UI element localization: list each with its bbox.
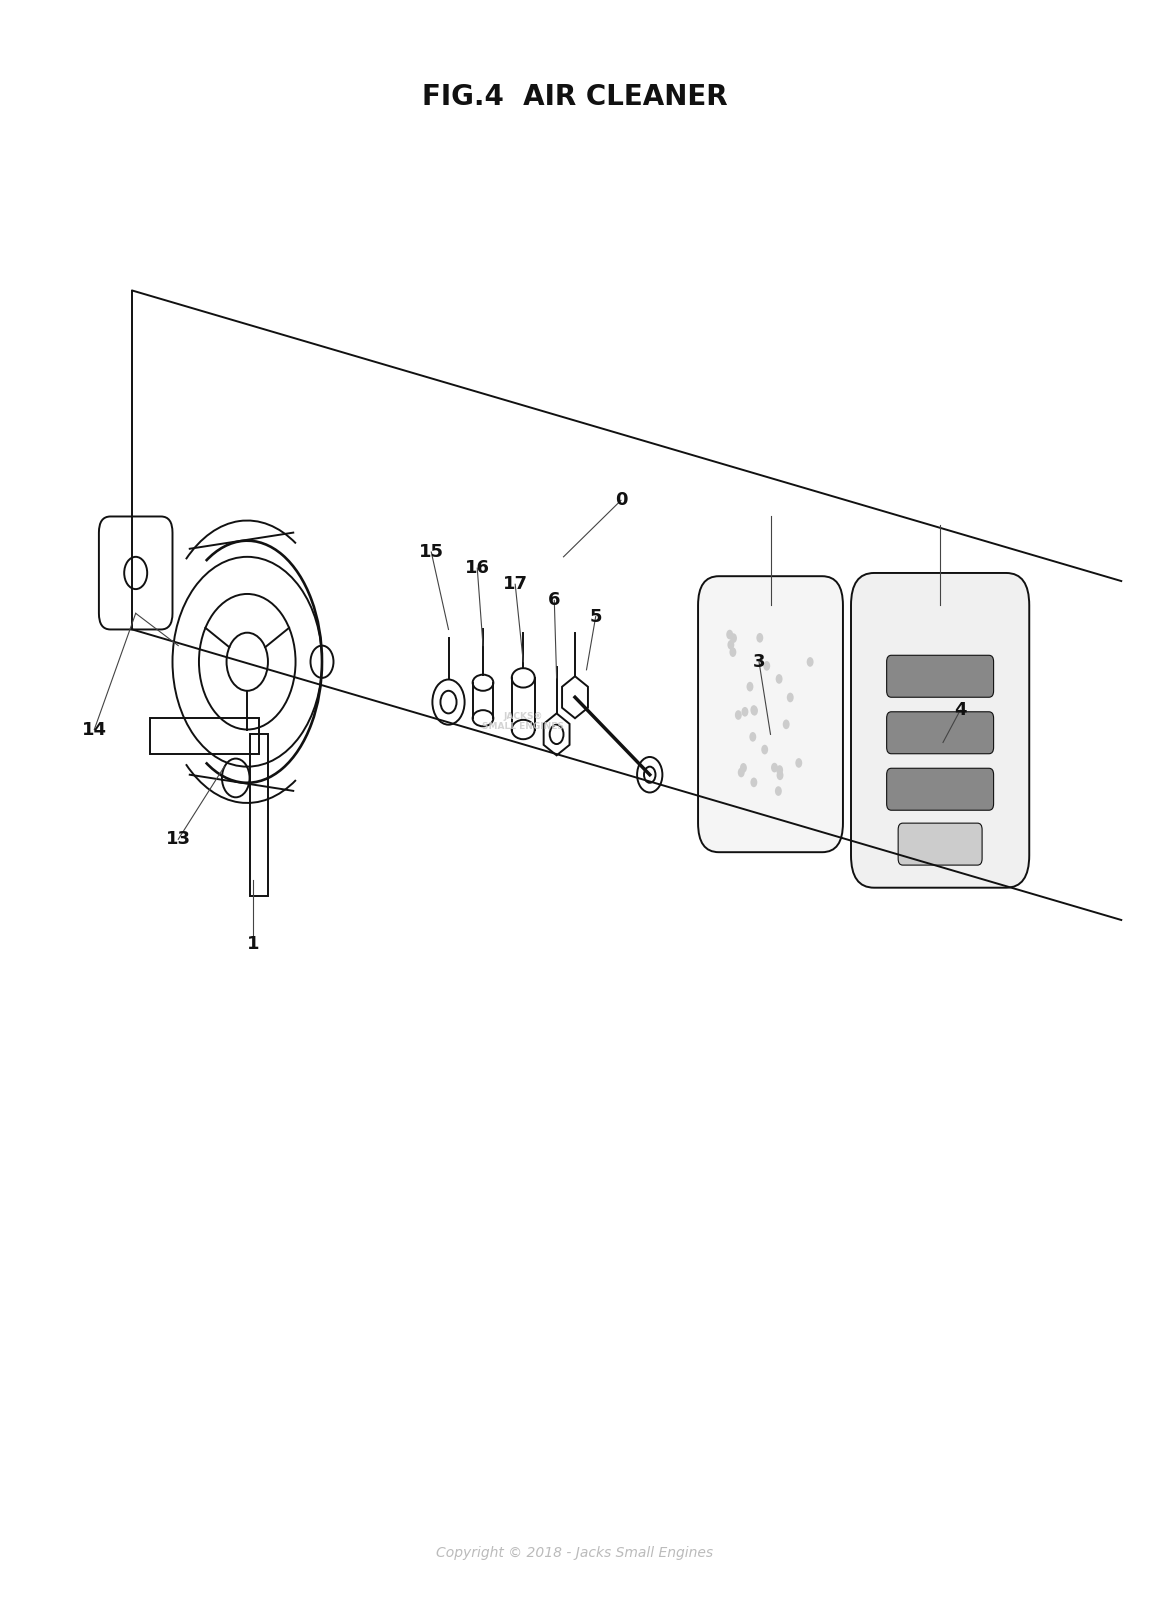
Text: 6: 6 — [549, 591, 560, 610]
Circle shape — [770, 763, 777, 773]
Text: 1: 1 — [247, 935, 259, 954]
Ellipse shape — [473, 675, 493, 691]
Circle shape — [751, 705, 758, 715]
Text: 4: 4 — [954, 700, 966, 720]
Polygon shape — [544, 713, 569, 755]
Text: Copyright © 2018 - Jacks Small Engines: Copyright © 2018 - Jacks Small Engines — [437, 1546, 713, 1559]
Text: 14: 14 — [82, 720, 107, 739]
Ellipse shape — [473, 710, 493, 726]
Circle shape — [775, 675, 782, 684]
Text: 0: 0 — [615, 491, 627, 510]
Text: 15: 15 — [419, 542, 444, 562]
FancyBboxPatch shape — [887, 768, 994, 810]
Circle shape — [738, 768, 745, 778]
Circle shape — [787, 692, 793, 702]
Circle shape — [776, 770, 783, 780]
Circle shape — [739, 763, 746, 773]
Circle shape — [806, 657, 813, 667]
FancyBboxPatch shape — [99, 516, 172, 629]
Text: 16: 16 — [465, 558, 490, 578]
Circle shape — [746, 681, 753, 691]
Ellipse shape — [512, 668, 535, 688]
Circle shape — [775, 786, 782, 796]
Circle shape — [728, 641, 735, 650]
Circle shape — [783, 720, 790, 730]
Ellipse shape — [512, 720, 535, 739]
Circle shape — [751, 778, 758, 788]
Polygon shape — [562, 676, 588, 718]
Circle shape — [730, 633, 737, 642]
Circle shape — [729, 647, 736, 657]
Circle shape — [742, 707, 749, 717]
Circle shape — [637, 757, 662, 792]
FancyBboxPatch shape — [851, 573, 1029, 888]
Text: 5: 5 — [590, 607, 601, 626]
Text: FIG.4  AIR CLEANER: FIG.4 AIR CLEANER — [422, 82, 728, 111]
Circle shape — [761, 744, 768, 754]
Circle shape — [776, 765, 783, 775]
FancyBboxPatch shape — [698, 576, 843, 852]
FancyBboxPatch shape — [887, 655, 994, 697]
Circle shape — [735, 710, 742, 720]
Circle shape — [727, 629, 734, 639]
Text: 17: 17 — [503, 575, 528, 594]
Text: 13: 13 — [166, 830, 191, 849]
Circle shape — [764, 662, 770, 671]
Text: 3: 3 — [753, 652, 765, 671]
Circle shape — [796, 759, 803, 768]
FancyBboxPatch shape — [898, 823, 982, 865]
Circle shape — [751, 705, 758, 715]
FancyBboxPatch shape — [887, 712, 994, 754]
Circle shape — [757, 633, 764, 642]
Circle shape — [750, 733, 757, 742]
Text: JACKS®
SMALL ENGINES: JACKS® SMALL ENGINES — [482, 712, 565, 731]
